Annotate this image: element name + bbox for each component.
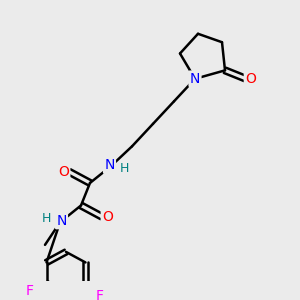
Text: N: N (104, 158, 115, 172)
Text: N: N (190, 72, 200, 86)
Text: F: F (96, 289, 104, 300)
Text: F: F (25, 284, 33, 298)
Text: O: O (102, 210, 113, 224)
Text: O: O (245, 72, 256, 86)
Text: O: O (58, 165, 69, 179)
Text: H: H (42, 212, 51, 225)
Text: N: N (56, 214, 67, 228)
Text: H: H (120, 162, 129, 176)
